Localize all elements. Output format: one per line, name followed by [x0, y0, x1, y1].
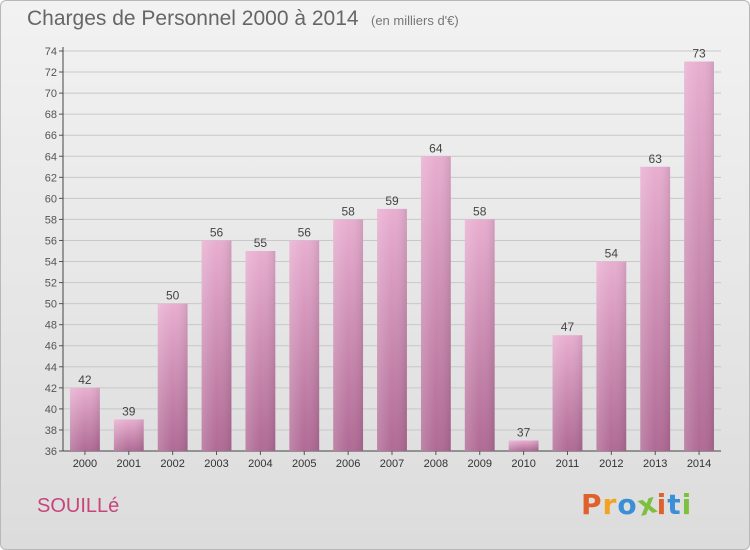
bar-shade-2000: [70, 387, 100, 451]
bar-shade-2014: [684, 61, 714, 452]
x-tick-label-2003: 2003: [204, 458, 228, 470]
chart-title: Charges de Personnel 2000 à 2014: [27, 7, 359, 30]
data-label-2011: 47: [561, 320, 575, 334]
place-name: SOUILLé: [37, 495, 120, 517]
data-label-2005: 56: [298, 225, 312, 239]
bar-shade-2007: [377, 208, 407, 451]
x-tick-label-2008: 2008: [424, 458, 448, 470]
logo-letter: P: [581, 488, 603, 521]
x-tick-label-2001: 2001: [117, 458, 141, 470]
data-labels: 42 39 50 56 55 56 58 59 64 58 37 47 54 63 73: [78, 47, 706, 440]
y-tick-label-74: 74: [45, 46, 57, 58]
data-label-2004: 55: [254, 236, 268, 250]
x-tick-label-2002: 2002: [160, 458, 184, 470]
proxiti-logo: Proxiti: [581, 486, 693, 523]
y-tick-label-72: 72: [45, 67, 57, 79]
x-tick-label-2006: 2006: [336, 458, 360, 470]
data-label-2007: 59: [385, 194, 399, 208]
data-label-2014: 73: [692, 47, 706, 61]
bar-shade-2012: [596, 261, 627, 451]
bar-shade-2001: [113, 419, 144, 451]
x-tick-label-2010: 2010: [511, 458, 535, 470]
logo-letter: t: [667, 488, 682, 521]
x-tick-label-2011: 2011: [556, 458, 580, 470]
data-label-2008: 64: [429, 141, 443, 155]
y-tick-label-36: 36: [45, 446, 57, 458]
y-tick-label-66: 66: [45, 130, 57, 142]
bar-shade-2006: [333, 219, 364, 451]
bar-shade-2013: [640, 166, 671, 451]
bar-shade-2009: [464, 219, 495, 451]
bar-shade-2005: [289, 240, 320, 451]
bar-shade-2004: [245, 251, 276, 451]
y-tick-label-44: 44: [45, 362, 57, 374]
y-tick-label-56: 56: [45, 235, 57, 247]
y-tick-label-52: 52: [45, 278, 57, 290]
data-label-2002: 50: [166, 289, 180, 303]
x-tick-label-2012: 2012: [599, 458, 623, 470]
chart-subtitle: (en milliers d'€): [371, 13, 459, 28]
y-tick-label-64: 64: [45, 151, 57, 163]
y-tick-label-54: 54: [45, 257, 57, 269]
y-tick-label-62: 62: [45, 172, 57, 184]
data-label-2009: 58: [473, 204, 487, 218]
bar-shade-2011: [552, 335, 583, 451]
y-tick-label-46: 46: [45, 341, 57, 353]
x-tick-label-2000: 2000: [73, 458, 97, 470]
data-label-2006: 58: [341, 204, 355, 218]
y-tick-label-58: 58: [45, 214, 57, 226]
logo-letter: o: [617, 488, 638, 521]
data-label-2003: 56: [210, 225, 224, 239]
y-tick-label-38: 38: [45, 425, 57, 437]
y-tick-label-48: 48: [45, 320, 57, 332]
data-label-2012: 54: [605, 247, 619, 261]
logo-letter: r: [602, 488, 618, 521]
data-label-2000: 42: [78, 373, 92, 387]
y-tick-label-50: 50: [45, 299, 57, 311]
x-tick-label-2013: 2013: [643, 458, 667, 470]
bar-shade-2010: [508, 440, 539, 451]
data-label-2010: 37: [517, 425, 531, 439]
y-tick-label-60: 60: [45, 193, 57, 205]
y-tick-label-70: 70: [45, 88, 57, 100]
x-tick-label-2004: 2004: [248, 458, 272, 470]
logo-letter: i: [681, 488, 693, 521]
bar-shade-2003: [201, 240, 232, 451]
bars: [70, 61, 714, 452]
data-label-2013: 63: [649, 152, 663, 166]
bar-shade-2002: [157, 303, 188, 451]
data-label-2001: 39: [122, 404, 136, 418]
x-tick-label-2014: 2014: [687, 458, 711, 470]
bar-shade-2008: [420, 156, 451, 451]
y-tick-label-40: 40: [45, 404, 57, 416]
x-tick-label-2009: 2009: [467, 458, 491, 470]
y-tick-label-42: 42: [45, 383, 57, 395]
logo-letter: i: [656, 488, 668, 521]
x-tick-label-2005: 2005: [292, 458, 316, 470]
y-tick-label-68: 68: [45, 109, 57, 121]
x-tick-label-2007: 2007: [380, 458, 404, 470]
